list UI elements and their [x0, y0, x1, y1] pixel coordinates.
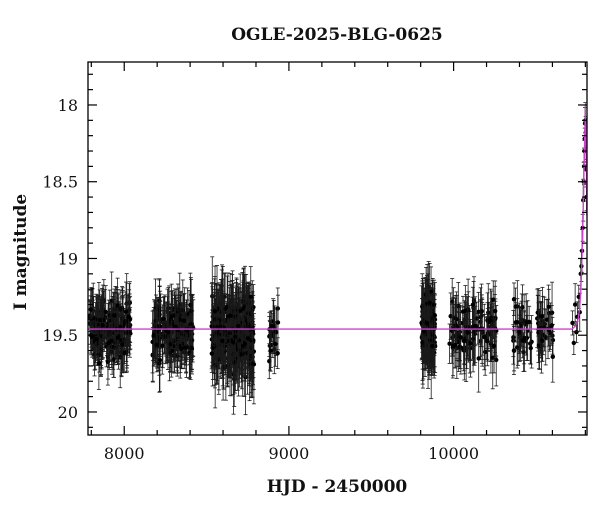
data-point — [511, 282, 517, 316]
data-point — [529, 315, 534, 369]
data-point — [222, 272, 228, 345]
data-point — [453, 321, 458, 369]
x-tick-label: 9000 — [269, 444, 310, 463]
y-tick-label: 20 — [58, 403, 78, 422]
data-point — [511, 326, 517, 375]
data-point — [209, 334, 215, 373]
data-point — [476, 324, 481, 393]
data-point — [511, 310, 516, 365]
model-layer — [88, 101, 587, 330]
data-point — [570, 310, 575, 336]
data-point — [482, 303, 487, 371]
y-tick-label: 18.5 — [42, 173, 78, 192]
data-point — [425, 288, 430, 358]
data-point — [173, 295, 178, 359]
data-point — [549, 305, 554, 346]
x-axis-label: HJD - 2450000 — [267, 477, 408, 497]
data-point — [432, 282, 438, 349]
data-point — [270, 298, 276, 345]
chart-title: OGLE-2025-BLG-0625 — [231, 25, 443, 45]
data-point — [245, 307, 251, 370]
data-point — [122, 333, 127, 373]
data-point — [491, 318, 497, 374]
data-point — [179, 332, 184, 365]
data-point — [275, 294, 281, 351]
data-point — [160, 317, 165, 375]
data-point — [212, 276, 218, 347]
data-point — [430, 324, 435, 368]
data-point — [572, 283, 578, 326]
data-point — [517, 314, 522, 350]
plot-frame — [87, 61, 588, 436]
data-point — [246, 298, 251, 356]
data-point — [250, 342, 256, 386]
data-point — [181, 303, 186, 338]
data-point — [524, 301, 529, 344]
data-point — [94, 321, 99, 357]
data-point — [463, 285, 468, 337]
x-tick-label: 8000 — [104, 444, 145, 463]
data-point — [154, 323, 159, 367]
data-point — [166, 308, 171, 357]
data-point — [97, 297, 103, 344]
data-point — [123, 281, 129, 342]
data-point — [106, 318, 112, 368]
data-point — [100, 300, 105, 350]
data-point — [233, 302, 238, 372]
data-point — [485, 316, 490, 367]
data-point — [450, 315, 456, 377]
data-point — [427, 314, 433, 367]
data-layer — [88, 101, 587, 416]
data-point — [231, 299, 236, 386]
data-point — [470, 286, 476, 323]
data-point — [188, 294, 194, 355]
data-point — [421, 306, 427, 357]
data-point — [544, 299, 550, 341]
data-point — [169, 283, 174, 350]
data-point — [571, 330, 577, 355]
data-point — [189, 325, 194, 371]
data-point — [115, 277, 120, 334]
data-point — [492, 280, 498, 342]
y-tick-label: 19 — [58, 249, 78, 268]
x-tick-label: 10000 — [428, 444, 479, 463]
data-point — [515, 298, 520, 347]
data-point — [161, 297, 166, 341]
data-point — [539, 319, 545, 362]
y-axis-label: I magnitude — [11, 194, 31, 311]
axis-ticks: 8000 9000 10000 18 18.5 19 19.5 20 — [42, 62, 587, 463]
data-point — [268, 329, 273, 372]
data-point — [126, 293, 131, 340]
data-point — [120, 315, 125, 374]
data-point — [550, 331, 555, 383]
data-point — [468, 325, 474, 361]
data-point — [479, 294, 484, 328]
data-point — [220, 318, 225, 364]
data-point — [238, 273, 243, 349]
data-point — [227, 272, 233, 359]
data-point — [528, 331, 533, 365]
data-point — [458, 305, 463, 369]
data-point — [249, 315, 255, 367]
data-point — [235, 284, 241, 368]
y-tick-label: 18 — [58, 96, 78, 115]
data-point — [109, 318, 115, 375]
y-tick-label: 19.5 — [42, 326, 78, 345]
